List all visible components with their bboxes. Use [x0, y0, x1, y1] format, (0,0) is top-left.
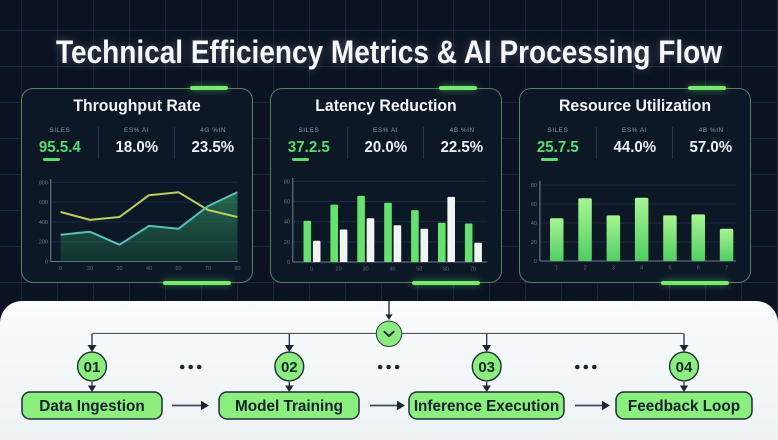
svg-text:03: 03	[478, 359, 495, 376]
svg-text:70: 70	[470, 267, 476, 273]
svg-text:50: 50	[416, 267, 422, 273]
svg-text:20: 20	[531, 240, 537, 246]
svg-text:6: 6	[697, 266, 700, 272]
svg-text:40: 40	[389, 267, 395, 273]
svg-text:800: 800	[39, 180, 48, 186]
svg-text:Model Training: Model Training	[235, 398, 343, 415]
svg-text:30: 30	[362, 267, 368, 273]
svg-text:400: 400	[39, 220, 48, 226]
svg-text:30: 30	[116, 266, 122, 272]
svg-text:3: 3	[612, 266, 615, 272]
svg-text:20: 20	[87, 266, 93, 272]
svg-text:20: 20	[336, 267, 342, 273]
svg-text:200: 200	[39, 240, 48, 246]
svg-text:40: 40	[284, 220, 290, 226]
svg-text:60: 60	[175, 266, 181, 272]
svg-text:60: 60	[531, 202, 537, 208]
svg-text:0: 0	[59, 266, 62, 272]
svg-text:7: 7	[725, 266, 728, 272]
svg-text:2: 2	[584, 266, 587, 272]
svg-text:04: 04	[676, 359, 693, 376]
svg-text:80: 80	[284, 179, 290, 185]
svg-text:4: 4	[640, 266, 643, 272]
svg-text:Feedback Loop: Feedback Loop	[628, 398, 740, 415]
svg-text:600: 600	[39, 200, 48, 206]
svg-text:1: 1	[555, 266, 558, 272]
svg-text:0: 0	[534, 259, 537, 265]
svg-text:0: 0	[45, 260, 48, 266]
svg-text:40: 40	[531, 221, 537, 227]
svg-text:Data Ingestion: Data Ingestion	[39, 398, 144, 415]
svg-text:Inference Execution: Inference Execution	[414, 398, 559, 415]
svg-text:0: 0	[310, 267, 313, 273]
svg-text:80: 80	[531, 183, 537, 189]
svg-text:40: 40	[146, 266, 152, 272]
svg-text:60: 60	[443, 267, 449, 273]
svg-text:0: 0	[287, 260, 290, 266]
svg-text:01: 01	[84, 359, 101, 376]
svg-text:02: 02	[281, 359, 298, 376]
svg-text:20: 20	[284, 240, 290, 246]
svg-text:80: 80	[234, 266, 240, 272]
svg-text:5: 5	[668, 266, 671, 272]
svg-text:60: 60	[284, 200, 290, 206]
svg-text:70: 70	[205, 266, 211, 272]
